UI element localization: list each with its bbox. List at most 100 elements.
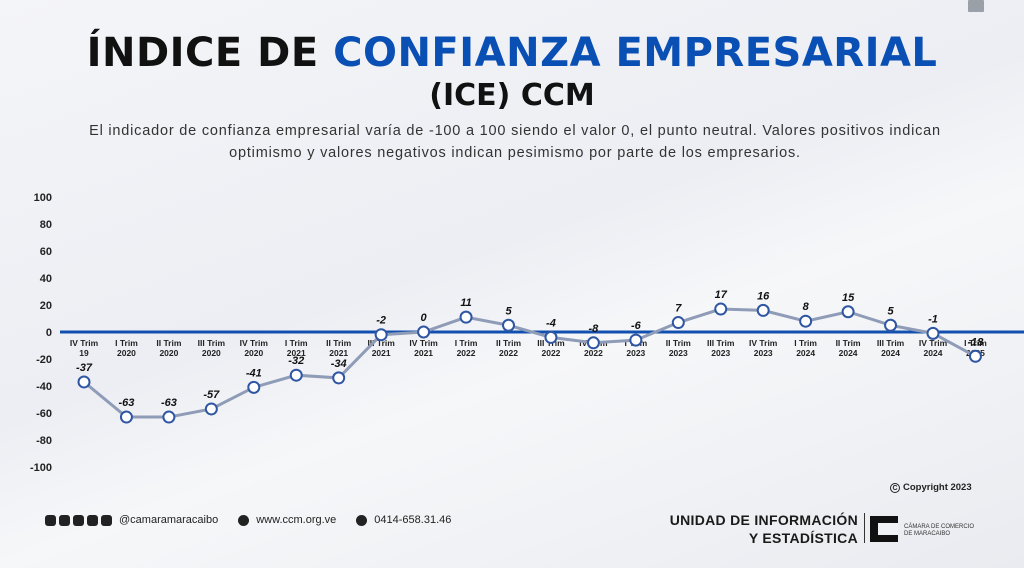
x-tick-label: 2023 (669, 348, 688, 358)
x-tick-label: I Trim (964, 338, 987, 348)
x-tick-label: I Trim (115, 338, 138, 348)
data-point (502, 318, 515, 332)
data-point (841, 305, 855, 319)
data-label: 15 (842, 292, 855, 304)
data-point (374, 328, 388, 342)
x-tick-label: II Trim (836, 338, 861, 348)
x-tick-label: II Trim (326, 338, 351, 348)
copyright: C Copyright 2023 (890, 482, 972, 493)
y-tick-label: -20 (36, 354, 52, 366)
page-title: ÍNDICE DE CONFIANZA EMPRESARIAL (0, 30, 1024, 76)
data-label: -18 (967, 336, 984, 348)
x-tick-label: 2020 (244, 348, 263, 358)
data-label: -41 (246, 367, 262, 379)
unit-name: UNIDAD DE INFORMACIÓN Y ESTADÍSTICA (666, 511, 858, 547)
title-part-1: ÍNDICE DE (86, 30, 334, 76)
page-subtitle: (ICE) CCM (429, 78, 595, 113)
data-label: 8 (803, 301, 810, 313)
x-icon (101, 514, 112, 526)
logo-caption: CÁMARA DE COMERCIO DE MARACAIBO (904, 524, 994, 538)
x-tick-label: 2020 (202, 348, 221, 358)
data-label: 17 (715, 289, 728, 301)
data-point (247, 380, 261, 394)
x-tick-label: IV Trim (919, 338, 948, 348)
data-point (204, 402, 218, 416)
x-tick-label: II Trim (666, 338, 691, 348)
series-line (83, 307, 977, 419)
y-tick-label: 20 (40, 300, 52, 312)
x-tick-label: 2021 (414, 348, 433, 358)
y-tick-label: 0 (46, 327, 52, 339)
data-label: -4 (546, 317, 556, 329)
x-tick-label: IV Trim (409, 338, 438, 348)
corner-grid-icon (968, 0, 984, 12)
data-label: 5 (887, 305, 894, 317)
x-tick-label: II Trim (496, 338, 521, 348)
unit-line-2: Y ESTADÍSTICA (748, 530, 858, 546)
y-tick-label: 60 (40, 246, 52, 258)
x-tick-label: III Trim (707, 338, 735, 348)
x-tick-label: 2023 (711, 348, 730, 358)
title-part-2: CONFIANZA EMPRESARIAL (333, 30, 938, 76)
data-label: -63 (161, 397, 177, 409)
data-label: -32 (288, 355, 304, 367)
x-tick-label: IV Trim (749, 338, 778, 348)
data-label: -6 (631, 320, 642, 332)
data-label: -37 (76, 362, 93, 374)
x-tick-label: 2024 (924, 348, 943, 358)
divider (864, 513, 865, 543)
data-label: -1 (928, 313, 938, 325)
y-tick-label: 100 (34, 192, 52, 204)
data-label: 0 (421, 312, 428, 324)
data-label: 7 (675, 303, 682, 315)
x-tick-label: 2021 (372, 348, 391, 358)
website-link[interactable]: www.ccm.org.ve (256, 514, 337, 526)
data-point (162, 410, 176, 424)
data-point (714, 302, 728, 316)
y-tick-label: -40 (36, 381, 52, 393)
youtube-icon (73, 514, 84, 526)
data-point (968, 349, 982, 363)
whatsapp-icon (356, 514, 368, 526)
data-label: -2 (376, 315, 386, 327)
x-tick-label: 19 (79, 348, 89, 358)
logo-line-2: DE MARACAIBO (904, 531, 951, 537)
data-point (926, 326, 940, 340)
data-label: -34 (331, 358, 347, 370)
copyright-icon: C (890, 482, 900, 493)
data-point (629, 333, 643, 347)
y-tick-label: 80 (40, 219, 52, 231)
description: El indicador de confianza empresarial va… (89, 123, 941, 161)
data-point (799, 314, 813, 328)
data-point (459, 310, 473, 324)
copyright-text: Copyright 2023 (903, 482, 972, 493)
globe-icon (238, 514, 250, 526)
x-tick-label: 2024 (881, 348, 900, 358)
phone-number: 0414-658.31.46 (374, 514, 452, 526)
x-tick-label: IV Trim (70, 338, 99, 348)
x-tick-label: 2021 (329, 348, 348, 358)
x-tick-label: 2020 (159, 348, 178, 358)
logo-line-1: CÁMARA DE COMERCIO (904, 524, 975, 530)
data-label: 5 (505, 305, 512, 317)
y-tick-label: -100 (30, 462, 52, 474)
x-tick-label: III Trim (367, 338, 395, 348)
data-point (332, 371, 346, 385)
data-label: 11 (460, 297, 471, 309)
data-label: -57 (203, 389, 220, 401)
x-tick-label: IV Trim (240, 338, 269, 348)
ccm-logo (870, 516, 898, 542)
x-tick-label: 2022 (457, 348, 476, 358)
social-handle[interactable]: @camaramaracaibo (119, 514, 219, 526)
x-tick-label: III Trim (877, 338, 905, 348)
y-tick-label: 40 (40, 273, 52, 285)
y-tick-label: -60 (36, 408, 52, 420)
data-point (77, 375, 91, 389)
data-point (671, 316, 685, 330)
x-tick-label: I Trim (455, 338, 478, 348)
data-point (756, 303, 770, 317)
y-tick-label: -80 (36, 435, 52, 447)
x-tick-label: 2022 (541, 348, 560, 358)
contact-bar: @camaramaracaibo www.ccm.org.ve 0414-658… (45, 514, 451, 526)
